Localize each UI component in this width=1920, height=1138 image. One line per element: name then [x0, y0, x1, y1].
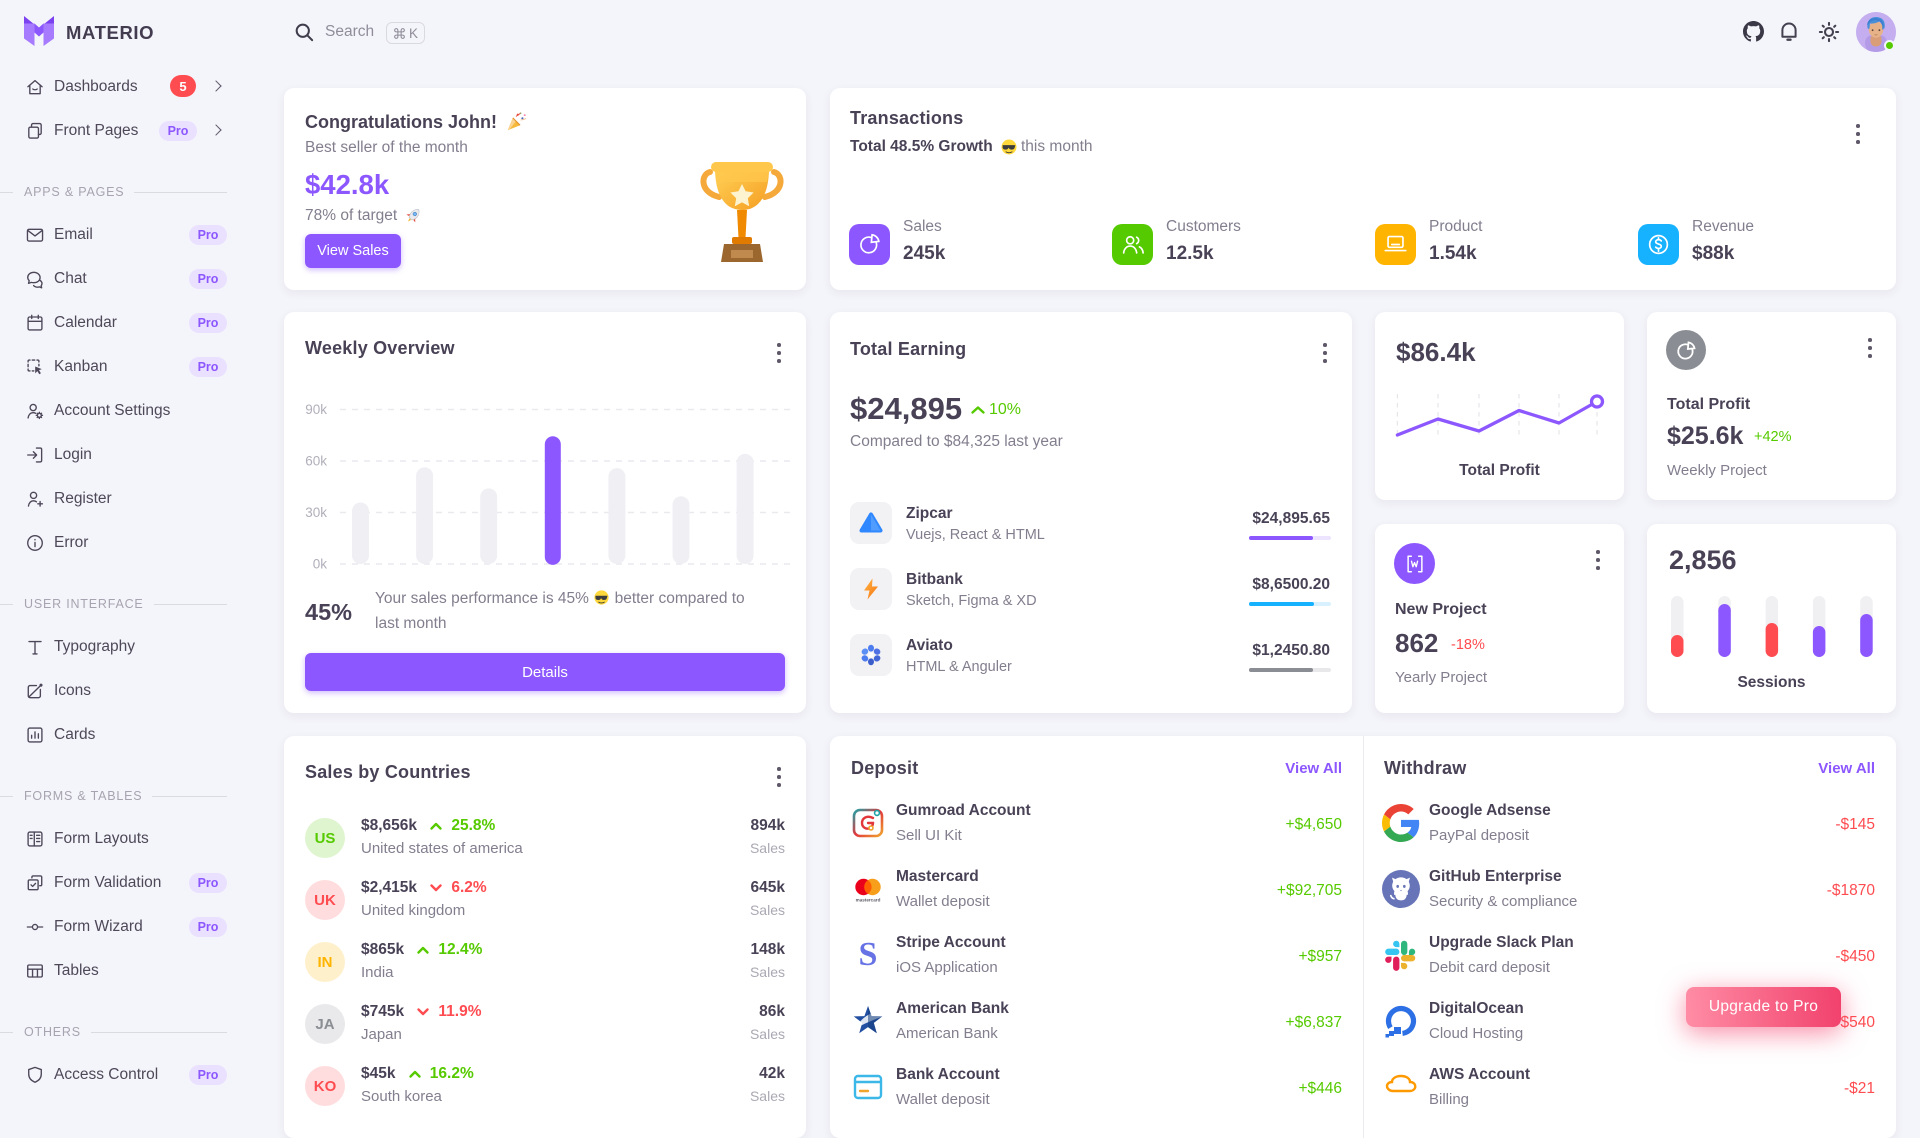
svg-text:mastercard: mastercard [856, 898, 881, 903]
svg-text:0k: 0k [313, 557, 328, 572]
svg-text:30k: 30k [305, 505, 327, 520]
svg-text:90k: 90k [305, 402, 327, 417]
svg-text:60k: 60k [305, 454, 327, 469]
